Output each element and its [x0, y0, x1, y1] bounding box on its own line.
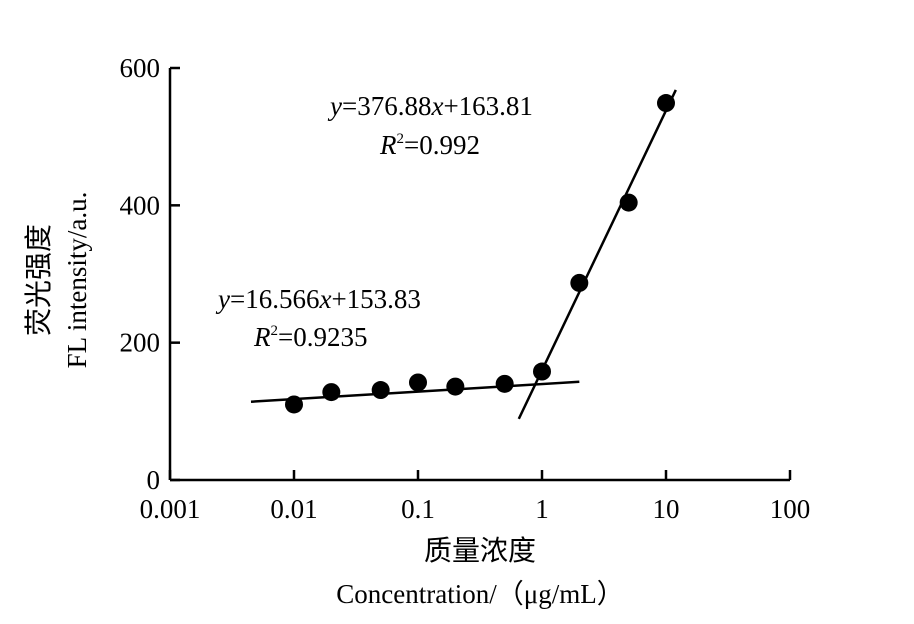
ticks: 0.001 0.01 0.1 1 10 100 0 200 400 600 — [120, 53, 811, 524]
y-axis-title-cn: 荧光强度 — [23, 224, 55, 336]
data-point — [495, 374, 514, 393]
x-tick-label: 10 — [653, 494, 680, 524]
data-point — [446, 377, 465, 396]
r-squared-low: R2=0.9235 — [253, 322, 367, 352]
fit-equation-low: y=16.566x+153.83 — [215, 284, 421, 314]
r-squared-high: R2=0.992 — [379, 130, 480, 160]
fit-equation-high: y=376.88x+163.81 — [327, 91, 533, 121]
x-tick-label: 100 — [770, 494, 811, 524]
y-tick-label: 400 — [120, 190, 161, 220]
y-tick-label: 600 — [120, 53, 161, 83]
x-tick-label: 0.01 — [270, 494, 317, 524]
x-axis-title-en: Concentration/（μg/mL） — [336, 579, 623, 609]
x-tick-label: 0.1 — [401, 494, 435, 524]
fit-line-low — [250, 380, 580, 403]
x-axis-title-cn: 质量浓度 — [424, 535, 536, 567]
data-point — [409, 373, 427, 392]
axes — [168, 68, 790, 482]
data-point — [657, 94, 675, 113]
x-tick-label: 0.001 — [140, 494, 201, 524]
data-points — [285, 94, 675, 414]
data-point — [285, 395, 303, 414]
data-point — [371, 381, 390, 400]
y-axis-title-en: FL intensity/a.u. — [62, 192, 92, 369]
y-tick-label: 0 — [147, 465, 161, 495]
data-point — [619, 193, 638, 212]
data-point — [322, 383, 341, 402]
data-point — [533, 362, 551, 381]
data-point — [570, 273, 589, 292]
x-tick-label: 1 — [535, 494, 549, 524]
y-tick-label: 200 — [120, 328, 161, 358]
